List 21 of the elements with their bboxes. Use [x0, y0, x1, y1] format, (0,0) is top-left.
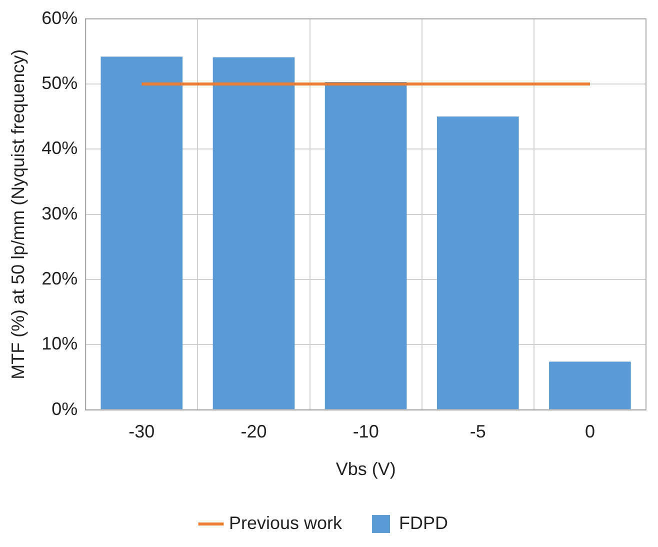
bar	[212, 57, 295, 410]
x-tick-label: -5	[470, 422, 486, 442]
y-axis-title: MTF (%) at 50 lp/mm (Nyquist frequency)	[8, 49, 28, 380]
y-tick-label: 50%	[42, 72, 78, 93]
y-tick-label: 30%	[42, 203, 78, 224]
x-tick-label: -20	[240, 422, 267, 442]
legend-label: FDPD	[399, 512, 448, 533]
y-tick-label: 10%	[42, 334, 78, 354]
y-tick-label: 40%	[42, 138, 78, 158]
x-tick-label: -30	[128, 422, 155, 442]
x-axis-title: Vbs (V)	[336, 459, 396, 480]
bar	[324, 82, 407, 410]
legend-label: Previous work	[228, 512, 344, 533]
y-tick-label: 20%	[42, 268, 78, 288]
x-tick-label: -10	[352, 422, 379, 442]
bar	[100, 56, 183, 410]
bar	[436, 116, 519, 410]
bar	[549, 362, 631, 410]
y-tick-label: 60%	[42, 8, 78, 28]
x-tick-label: 0	[584, 422, 595, 442]
y-tick-label: 0%	[52, 398, 78, 419]
